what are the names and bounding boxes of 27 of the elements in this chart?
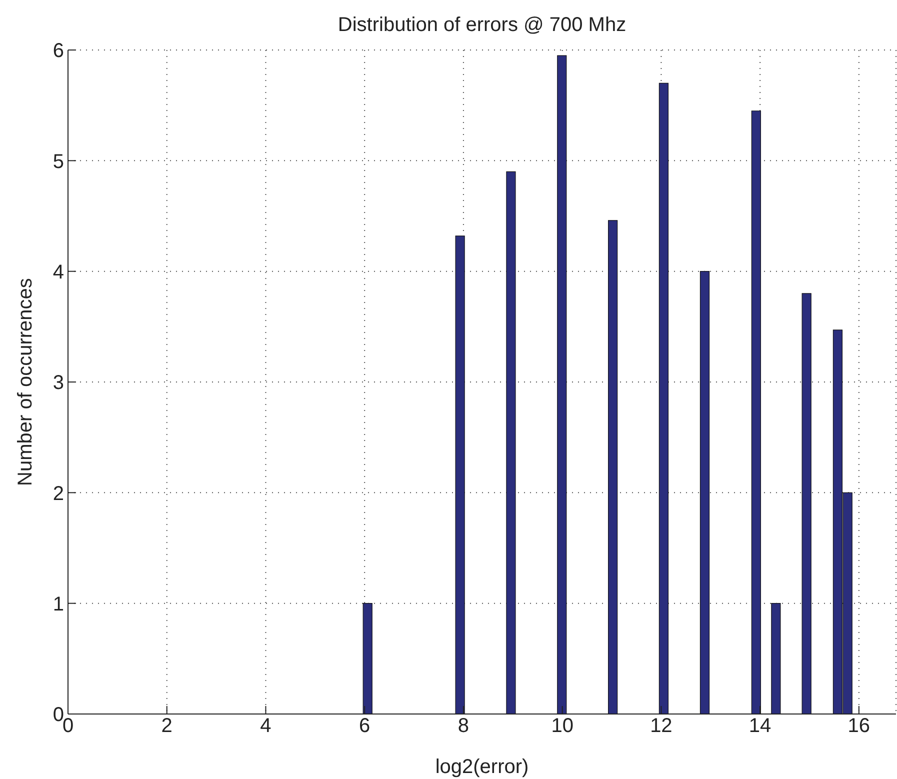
y-tick-label: 1 — [52, 593, 64, 616]
y-tick-label: 2 — [52, 482, 64, 505]
x-tick-label: 14 — [748, 715, 772, 738]
x-tick-label: 2 — [161, 715, 172, 738]
y-tick-label: 6 — [52, 40, 64, 62]
x-tick-label: 6 — [359, 715, 370, 738]
y-tick-label: 5 — [52, 150, 64, 173]
bar — [608, 220, 618, 714]
bar — [557, 55, 567, 714]
chart-title: Distribution of errors @ 700 Mhz — [336, 14, 628, 37]
bar — [700, 271, 710, 714]
x-tick-label: 10 — [551, 715, 574, 738]
y-axis-title: Number of occurrences — [14, 278, 38, 486]
bar — [506, 171, 516, 714]
bar — [771, 603, 781, 714]
x-tick-label: 12 — [650, 715, 672, 738]
y-tick-label: 4 — [52, 261, 64, 284]
bar — [658, 82, 669, 714]
y-tick-label: 3 — [52, 372, 64, 394]
bar — [455, 236, 465, 714]
x-tick-label: 8 — [458, 715, 470, 738]
x-tick-label: 4 — [260, 715, 272, 738]
x-axis-title: log2(error) — [435, 756, 529, 778]
bar — [362, 603, 372, 714]
bar — [802, 293, 812, 714]
bar — [751, 110, 761, 714]
x-tick-label: 16 — [848, 715, 870, 738]
